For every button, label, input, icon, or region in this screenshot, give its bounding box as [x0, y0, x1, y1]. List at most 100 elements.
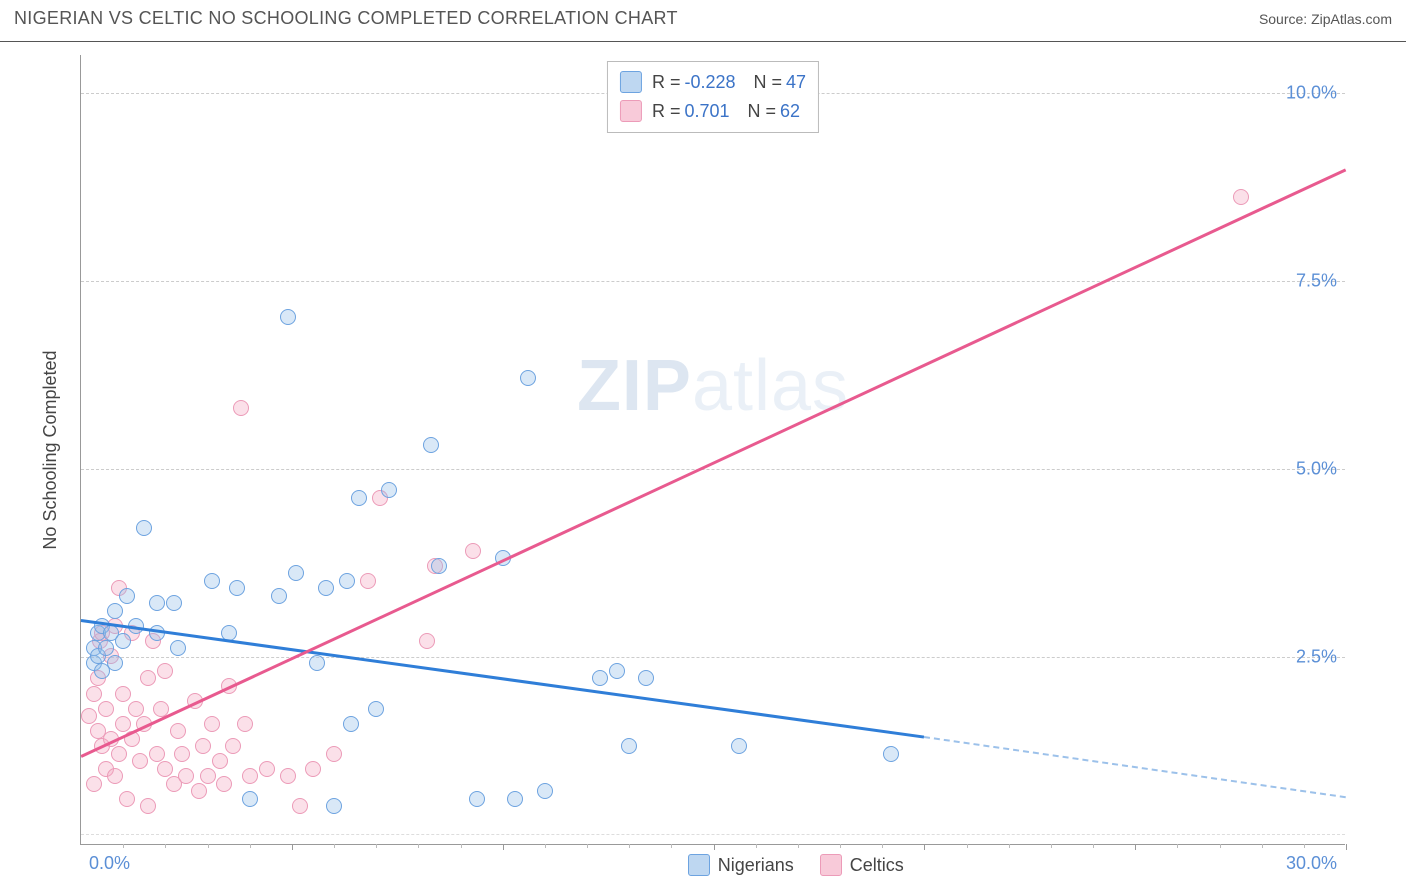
data-point-nigerians [520, 370, 536, 386]
x-tick-minor [334, 844, 335, 848]
x-tick-minor [461, 844, 462, 848]
data-point-nigerians [638, 670, 654, 686]
data-point-nigerians [149, 595, 165, 611]
x-tick [1346, 844, 1347, 850]
x-tick-minor [1262, 844, 1263, 848]
data-point-nigerians [271, 588, 287, 604]
data-point-celtics [212, 753, 228, 769]
chart-title: NIGERIAN VS CELTIC NO SCHOOLING COMPLETE… [14, 8, 678, 29]
x-tick [924, 844, 925, 850]
legend-stats: R =0.701N =62 [652, 97, 800, 126]
data-point-nigerians [166, 595, 182, 611]
data-point-celtics [178, 768, 194, 784]
data-point-celtics [280, 768, 296, 784]
data-point-celtics [195, 738, 211, 754]
data-point-celtics [107, 768, 123, 784]
data-point-nigerians [326, 798, 342, 814]
series-legend: Nigerians Celtics [688, 854, 904, 876]
data-point-celtics [233, 400, 249, 416]
x-tick-minor [545, 844, 546, 848]
data-point-celtics [326, 746, 342, 762]
y-tick-label: 2.5% [1296, 646, 1337, 667]
data-point-nigerians [119, 588, 135, 604]
data-point-nigerians [507, 791, 523, 807]
source-name: ZipAtlas.com [1311, 11, 1392, 27]
x-tick-minor [840, 844, 841, 848]
x-tick-minor [123, 844, 124, 848]
legend-label: Celtics [850, 855, 904, 876]
y-tick-label: 7.5% [1296, 270, 1337, 291]
data-point-nigerians [229, 580, 245, 596]
legend-swatch [820, 854, 842, 876]
data-point-celtics [140, 670, 156, 686]
data-point-celtics [115, 686, 131, 702]
data-point-nigerians [318, 580, 334, 596]
x-tick-minor [882, 844, 883, 848]
data-point-celtics [128, 701, 144, 717]
data-point-celtics [216, 776, 232, 792]
x-tick-minor [418, 844, 419, 848]
data-point-nigerians [107, 655, 123, 671]
data-point-celtics [157, 761, 173, 777]
legend-row-nigerians: R =-0.228N =47 [620, 68, 806, 97]
data-point-nigerians [731, 738, 747, 754]
x-tick-minor [1177, 844, 1178, 848]
x-tick-minor [798, 844, 799, 848]
data-point-nigerians [592, 670, 608, 686]
y-axis-title: No Schooling Completed [40, 350, 61, 549]
source-prefix: Source: [1259, 11, 1311, 27]
data-point-celtics [200, 768, 216, 784]
x-tick-minor [671, 844, 672, 848]
data-point-nigerians [621, 738, 637, 754]
data-point-nigerians [431, 558, 447, 574]
data-point-celtics [86, 776, 102, 792]
data-point-celtics [132, 753, 148, 769]
data-point-nigerians [107, 603, 123, 619]
data-point-celtics [225, 738, 241, 754]
x-tick-minor [1304, 844, 1305, 848]
x-tick-minor [208, 844, 209, 848]
trendline-nigerians-extrapolated [924, 736, 1346, 798]
data-point-celtics [111, 746, 127, 762]
data-point-celtics [170, 723, 186, 739]
gridline [81, 657, 1345, 658]
x-tick-minor [376, 844, 377, 848]
x-tick [292, 844, 293, 850]
data-point-celtics [204, 716, 220, 732]
data-point-nigerians [381, 482, 397, 498]
x-tick-minor [250, 844, 251, 848]
x-origin-label: 0.0% [89, 853, 130, 874]
data-point-celtics [292, 798, 308, 814]
data-point-nigerians [280, 309, 296, 325]
x-tick [714, 844, 715, 850]
x-tick-minor [1093, 844, 1094, 848]
data-point-celtics [115, 716, 131, 732]
source-attribution: Source: ZipAtlas.com [1259, 11, 1392, 27]
data-point-nigerians [537, 783, 553, 799]
data-point-celtics [259, 761, 275, 777]
data-point-nigerians [115, 633, 131, 649]
legend-stats: R =-0.228N =47 [652, 68, 806, 97]
legend-swatch [688, 854, 710, 876]
data-point-celtics [242, 768, 258, 784]
legend-label: Nigerians [718, 855, 794, 876]
data-point-celtics [191, 783, 207, 799]
data-point-nigerians [423, 437, 439, 453]
data-point-nigerians [170, 640, 186, 656]
data-point-nigerians [609, 663, 625, 679]
data-point-celtics [140, 798, 156, 814]
data-point-celtics [81, 708, 97, 724]
chart-area: No Schooling Completed ZIPatlas 2.5%5.0%… [50, 55, 1345, 845]
x-tick [503, 844, 504, 850]
data-point-nigerians [343, 716, 359, 732]
data-point-celtics [157, 663, 173, 679]
data-point-celtics [86, 686, 102, 702]
data-point-nigerians [883, 746, 899, 762]
legend-swatch [620, 71, 642, 93]
data-point-nigerians [368, 701, 384, 717]
y-tick-label: 10.0% [1286, 82, 1337, 103]
data-point-nigerians [339, 573, 355, 589]
x-tick-minor [1051, 844, 1052, 848]
data-point-celtics [465, 543, 481, 559]
gridline [81, 469, 1345, 470]
